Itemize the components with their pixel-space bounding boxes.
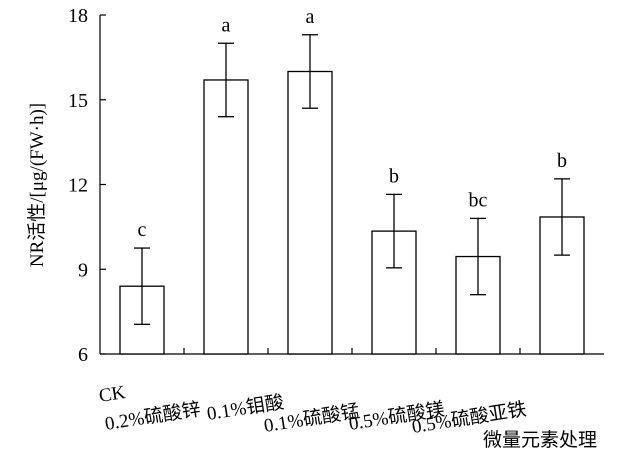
significance-label: a [306, 6, 315, 28]
significance-labels: c a a b bc b [138, 6, 567, 241]
bar [203, 79, 249, 355]
significance-label: b [389, 165, 399, 187]
y-tick-label: 9 [78, 259, 88, 281]
category-label: CK [97, 382, 127, 407]
significance-label: a [222, 14, 231, 36]
x-ticks [183, 348, 521, 354]
significance-label: c [138, 219, 147, 241]
bars [119, 70, 585, 355]
y-tick-label: 15 [68, 90, 88, 112]
y-ticks: 6 9 12 15 18 [68, 5, 106, 366]
significance-label: bc [469, 189, 488, 211]
y-tick-label: 18 [68, 5, 88, 27]
y-tick-label: 6 [78, 344, 88, 366]
bar [287, 70, 333, 355]
significance-label: b [557, 150, 567, 172]
error-bars [134, 34, 570, 325]
y-tick-label: 12 [68, 175, 88, 197]
axes [99, 15, 604, 355]
y-axis-label: NR活性/[μg/(FW·h)] [26, 103, 48, 267]
x-axis-label: 微量元素处理 [483, 429, 597, 451]
